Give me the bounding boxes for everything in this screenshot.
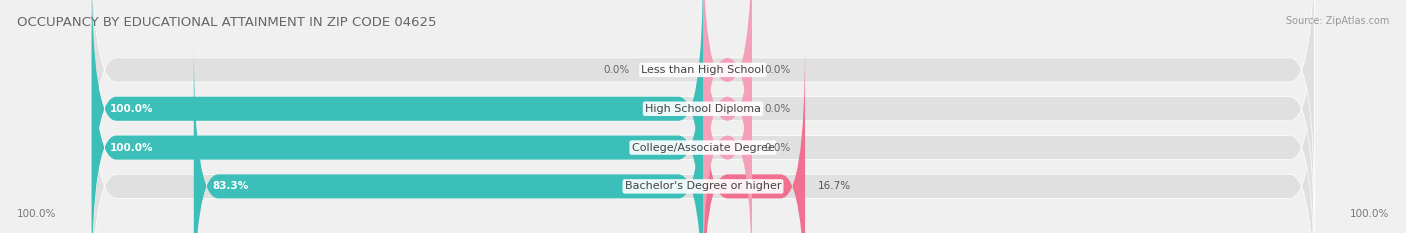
Text: 0.0%: 0.0% <box>763 143 790 153</box>
FancyBboxPatch shape <box>703 4 752 233</box>
Text: Source: ZipAtlas.com: Source: ZipAtlas.com <box>1285 16 1389 26</box>
FancyBboxPatch shape <box>703 0 752 213</box>
Text: 83.3%: 83.3% <box>212 182 249 191</box>
Text: 16.7%: 16.7% <box>817 182 851 191</box>
Text: Less than High School: Less than High School <box>641 65 765 75</box>
Text: OCCUPANCY BY EDUCATIONAL ATTAINMENT IN ZIP CODE 04625: OCCUPANCY BY EDUCATIONAL ATTAINMENT IN Z… <box>17 16 436 29</box>
FancyBboxPatch shape <box>91 0 703 233</box>
Text: 100.0%: 100.0% <box>110 143 153 153</box>
Text: High School Diploma: High School Diploma <box>645 104 761 114</box>
FancyBboxPatch shape <box>91 4 1315 233</box>
FancyBboxPatch shape <box>703 0 752 233</box>
Text: 100.0%: 100.0% <box>1350 209 1389 219</box>
Text: 100.0%: 100.0% <box>110 104 153 114</box>
Text: College/Associate Degree: College/Associate Degree <box>631 143 775 153</box>
FancyBboxPatch shape <box>91 0 1315 233</box>
Text: 0.0%: 0.0% <box>763 65 790 75</box>
FancyBboxPatch shape <box>91 43 1315 233</box>
Text: 0.0%: 0.0% <box>603 65 630 75</box>
FancyBboxPatch shape <box>91 4 703 233</box>
FancyBboxPatch shape <box>194 43 703 233</box>
Text: 0.0%: 0.0% <box>763 104 790 114</box>
Text: Bachelor's Degree or higher: Bachelor's Degree or higher <box>624 182 782 191</box>
FancyBboxPatch shape <box>91 0 1315 213</box>
Text: 100.0%: 100.0% <box>17 209 56 219</box>
FancyBboxPatch shape <box>703 43 806 233</box>
